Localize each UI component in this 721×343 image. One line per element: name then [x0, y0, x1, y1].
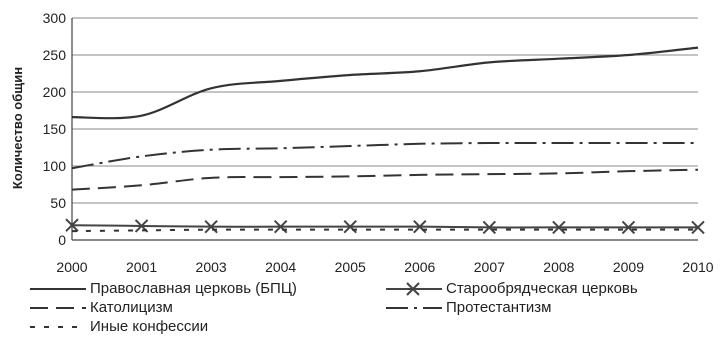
y-tick-label: 300	[43, 10, 67, 26]
x-tick-label: 2009	[613, 259, 644, 275]
data-point-marker	[621, 220, 636, 235]
data-point-marker	[343, 219, 357, 234]
x-tick-label: 2007	[474, 259, 505, 275]
data-point-marker	[204, 219, 218, 234]
grid-lines	[72, 17, 698, 204]
y-tick-label: 250	[43, 47, 67, 63]
x-tick-label: 2000	[56, 259, 87, 275]
y-tick-label: 100	[43, 158, 67, 174]
data-point-marker	[482, 220, 497, 235]
y-tick-labels: 0 50 100 150 200 250 300	[43, 10, 67, 248]
x-tick-label: 2005	[335, 259, 366, 275]
data-point-marker	[413, 219, 427, 234]
x-tick-labels: 2000 2001 2003 2004 2005 2006 2007 2008 2009 2010	[56, 259, 713, 275]
series-line-3	[71, 142, 698, 170]
y-tick-label: 50	[50, 195, 66, 211]
data-point-marker	[552, 220, 566, 235]
series-line-0	[71, 46, 699, 120]
series-line-4	[71, 228, 698, 233]
x-tick-label: 2010	[682, 259, 713, 275]
series-line-1	[71, 224, 698, 229]
axes	[71, 18, 698, 241]
y-tick-label: 150	[43, 121, 67, 137]
data-point-marker	[691, 220, 705, 235]
data-point-marker	[65, 218, 79, 232]
x-tick-label: 2008	[543, 259, 574, 275]
y-axis-label: Количество общин	[10, 67, 25, 189]
x-tick-label: 2006	[404, 259, 435, 275]
x-tick-label: 2004	[265, 259, 296, 275]
series-line-2	[71, 168, 699, 191]
x-tick-label: 2003	[196, 259, 227, 275]
y-tick-label: 200	[43, 84, 67, 100]
x-tick-label: 2001	[126, 259, 157, 275]
data-point-marker	[273, 219, 288, 234]
series-lines	[65, 46, 705, 235]
y-tick-label: 0	[58, 232, 66, 248]
